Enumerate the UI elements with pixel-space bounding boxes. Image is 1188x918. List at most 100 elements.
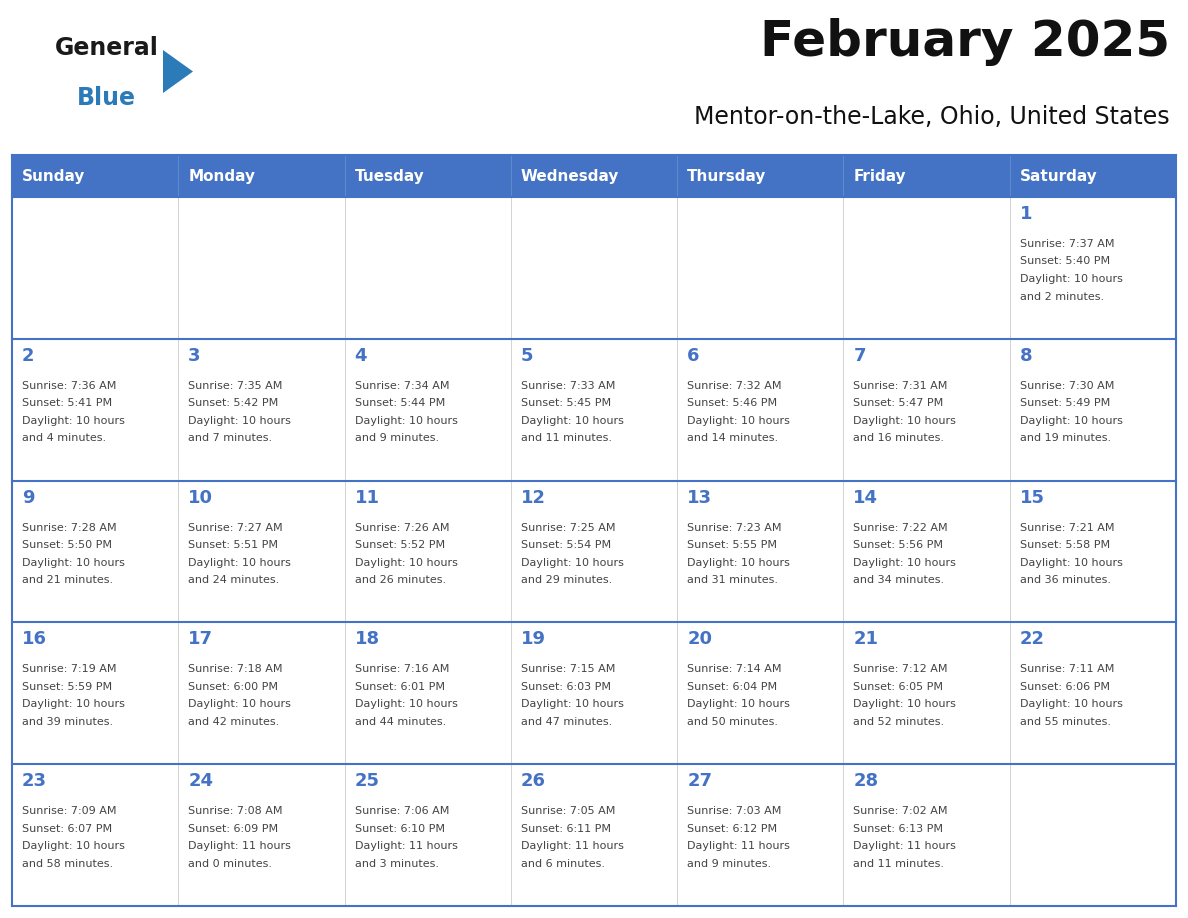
- Bar: [1010, 481, 1176, 622]
- Text: Sunset: 6:00 PM: Sunset: 6:00 PM: [188, 682, 278, 692]
- Text: Daylight: 10 hours: Daylight: 10 hours: [853, 700, 956, 710]
- Text: February 2025: February 2025: [760, 18, 1170, 66]
- Bar: [677, 764, 843, 906]
- Text: Sunrise: 7:14 AM: Sunrise: 7:14 AM: [687, 665, 782, 675]
- Text: 21: 21: [853, 631, 878, 648]
- Text: Sunset: 5:42 PM: Sunset: 5:42 PM: [188, 398, 278, 409]
- Bar: [1010, 197, 1176, 339]
- Bar: [1010, 339, 1176, 481]
- Bar: [677, 622, 843, 764]
- Text: Sunset: 6:01 PM: Sunset: 6:01 PM: [354, 682, 444, 692]
- Bar: [843, 764, 1010, 906]
- Bar: [12, 622, 178, 764]
- Text: and 34 minutes.: and 34 minutes.: [853, 575, 944, 585]
- Text: Daylight: 10 hours: Daylight: 10 hours: [1019, 700, 1123, 710]
- Text: Sunset: 6:11 PM: Sunset: 6:11 PM: [520, 823, 611, 834]
- Text: Thursday: Thursday: [687, 169, 766, 184]
- Text: Sunrise: 7:37 AM: Sunrise: 7:37 AM: [1019, 239, 1114, 249]
- Text: Daylight: 10 hours: Daylight: 10 hours: [687, 416, 790, 426]
- Text: Sunrise: 7:34 AM: Sunrise: 7:34 AM: [354, 381, 449, 391]
- Text: Sunset: 6:13 PM: Sunset: 6:13 PM: [853, 823, 943, 834]
- Text: Sunset: 5:51 PM: Sunset: 5:51 PM: [188, 540, 278, 550]
- Text: Sunset: 5:46 PM: Sunset: 5:46 PM: [687, 398, 777, 409]
- Text: Sunrise: 7:32 AM: Sunrise: 7:32 AM: [687, 381, 782, 391]
- Text: Daylight: 10 hours: Daylight: 10 hours: [23, 700, 125, 710]
- Text: Friday: Friday: [853, 169, 906, 184]
- Text: 13: 13: [687, 488, 712, 507]
- Text: Sunset: 5:41 PM: Sunset: 5:41 PM: [23, 398, 112, 409]
- Text: Daylight: 10 hours: Daylight: 10 hours: [1019, 557, 1123, 567]
- Text: Saturday: Saturday: [1019, 169, 1098, 184]
- Text: Sunrise: 7:35 AM: Sunrise: 7:35 AM: [188, 381, 283, 391]
- Text: and 9 minutes.: and 9 minutes.: [687, 858, 771, 868]
- Text: and 11 minutes.: and 11 minutes.: [853, 858, 944, 868]
- Text: 10: 10: [188, 488, 214, 507]
- Bar: [345, 481, 511, 622]
- Text: 22: 22: [1019, 631, 1044, 648]
- Text: Sunrise: 7:03 AM: Sunrise: 7:03 AM: [687, 806, 782, 816]
- Text: and 47 minutes.: and 47 minutes.: [520, 717, 612, 727]
- Bar: [843, 622, 1010, 764]
- Text: Daylight: 10 hours: Daylight: 10 hours: [188, 416, 291, 426]
- Text: 3: 3: [188, 347, 201, 364]
- Text: Daylight: 10 hours: Daylight: 10 hours: [1019, 274, 1123, 284]
- Text: 17: 17: [188, 631, 214, 648]
- Text: Sunset: 6:06 PM: Sunset: 6:06 PM: [1019, 682, 1110, 692]
- Text: Sunrise: 7:22 AM: Sunrise: 7:22 AM: [853, 522, 948, 532]
- Bar: [511, 622, 677, 764]
- Text: Daylight: 10 hours: Daylight: 10 hours: [188, 557, 291, 567]
- Polygon shape: [163, 50, 192, 93]
- Text: and 6 minutes.: and 6 minutes.: [520, 858, 605, 868]
- Text: 1: 1: [1019, 205, 1032, 223]
- Text: Daylight: 10 hours: Daylight: 10 hours: [520, 557, 624, 567]
- Text: Sunrise: 7:26 AM: Sunrise: 7:26 AM: [354, 522, 449, 532]
- Text: Sunrise: 7:08 AM: Sunrise: 7:08 AM: [188, 806, 283, 816]
- Text: Sunset: 6:10 PM: Sunset: 6:10 PM: [354, 823, 444, 834]
- Text: 8: 8: [1019, 347, 1032, 364]
- Text: Sunrise: 7:05 AM: Sunrise: 7:05 AM: [520, 806, 615, 816]
- Bar: [178, 764, 345, 906]
- Text: and 42 minutes.: and 42 minutes.: [188, 717, 279, 727]
- Text: Daylight: 10 hours: Daylight: 10 hours: [520, 700, 624, 710]
- Text: Sunrise: 7:36 AM: Sunrise: 7:36 AM: [23, 381, 116, 391]
- Text: Sunset: 6:05 PM: Sunset: 6:05 PM: [853, 682, 943, 692]
- Text: Daylight: 10 hours: Daylight: 10 hours: [23, 557, 125, 567]
- Text: Monday: Monday: [188, 169, 255, 184]
- Bar: [677, 481, 843, 622]
- Text: Daylight: 11 hours: Daylight: 11 hours: [853, 841, 956, 851]
- Bar: [677, 155, 843, 197]
- Text: Daylight: 10 hours: Daylight: 10 hours: [687, 700, 790, 710]
- Text: General: General: [55, 36, 159, 60]
- Text: Sunset: 5:54 PM: Sunset: 5:54 PM: [520, 540, 611, 550]
- Text: 14: 14: [853, 488, 878, 507]
- Text: Daylight: 10 hours: Daylight: 10 hours: [354, 700, 457, 710]
- Text: and 58 minutes.: and 58 minutes.: [23, 858, 113, 868]
- Text: Sunrise: 7:25 AM: Sunrise: 7:25 AM: [520, 522, 615, 532]
- Bar: [843, 481, 1010, 622]
- Bar: [511, 339, 677, 481]
- Text: Sunrise: 7:19 AM: Sunrise: 7:19 AM: [23, 665, 116, 675]
- Bar: [178, 339, 345, 481]
- Text: and 29 minutes.: and 29 minutes.: [520, 575, 612, 585]
- Bar: [1010, 622, 1176, 764]
- Text: and 0 minutes.: and 0 minutes.: [188, 858, 272, 868]
- Text: 27: 27: [687, 772, 712, 790]
- Text: Daylight: 10 hours: Daylight: 10 hours: [853, 416, 956, 426]
- Text: Daylight: 10 hours: Daylight: 10 hours: [354, 416, 457, 426]
- Bar: [511, 197, 677, 339]
- Text: Sunrise: 7:18 AM: Sunrise: 7:18 AM: [188, 665, 283, 675]
- Text: and 7 minutes.: and 7 minutes.: [188, 433, 272, 443]
- Text: Sunset: 5:44 PM: Sunset: 5:44 PM: [354, 398, 444, 409]
- Text: Sunset: 5:50 PM: Sunset: 5:50 PM: [23, 540, 112, 550]
- Text: Sunset: 6:09 PM: Sunset: 6:09 PM: [188, 823, 278, 834]
- Text: Sunset: 5:56 PM: Sunset: 5:56 PM: [853, 540, 943, 550]
- Text: Daylight: 10 hours: Daylight: 10 hours: [23, 416, 125, 426]
- Bar: [345, 764, 511, 906]
- Text: and 14 minutes.: and 14 minutes.: [687, 433, 778, 443]
- Text: Sunset: 6:03 PM: Sunset: 6:03 PM: [520, 682, 611, 692]
- Text: Sunrise: 7:09 AM: Sunrise: 7:09 AM: [23, 806, 116, 816]
- Text: 20: 20: [687, 631, 712, 648]
- Text: Daylight: 10 hours: Daylight: 10 hours: [354, 557, 457, 567]
- Bar: [511, 764, 677, 906]
- Text: Sunrise: 7:12 AM: Sunrise: 7:12 AM: [853, 665, 948, 675]
